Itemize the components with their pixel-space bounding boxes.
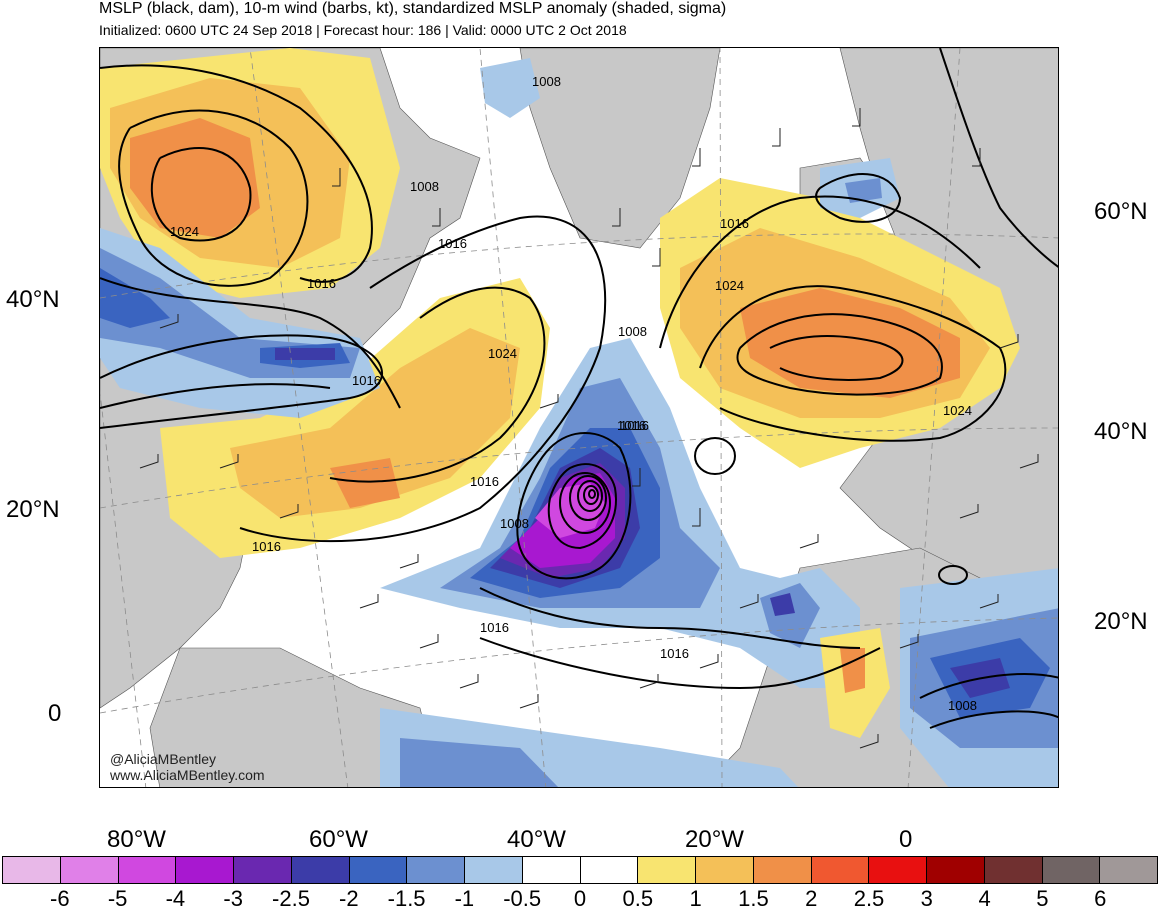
lon-label-80w: 80°W — [107, 826, 166, 853]
colorbar-swatch — [869, 857, 927, 883]
lat-label-right-60n: 60°N — [1094, 198, 1148, 225]
lat-label-left-40n: 40°N — [6, 286, 60, 313]
graticule — [100, 48, 1058, 787]
lat-label-left-0: 0 — [48, 700, 62, 727]
colorbar-tick-label: 1 — [689, 886, 702, 911]
contour-label: 1016 — [620, 418, 649, 433]
contour-label: 1016 — [307, 276, 336, 291]
colorbar-swatch — [3, 857, 61, 883]
contour-label: 1016 — [480, 620, 509, 635]
colorbar-swatch — [118, 857, 177, 883]
colorbar-swatch — [927, 857, 985, 883]
colorbar-swatch — [291, 857, 350, 883]
colorbar-tick-label: 2 — [805, 886, 818, 911]
colorbar-swatch — [811, 857, 870, 883]
colorbar-tick-label: -1 — [454, 886, 475, 911]
colorbar-tick-label: 6 — [1094, 886, 1107, 911]
contour-label: 1008 — [500, 516, 529, 531]
contour-label: 1016 — [470, 474, 499, 489]
colorbar-tick-label: 0 — [573, 886, 587, 911]
contour-label: 1024 — [943, 403, 972, 418]
colorbar-tick-label: -2 — [339, 886, 359, 911]
contour-label: 1016 — [352, 373, 381, 388]
colorbar-swatch — [407, 857, 465, 883]
colorbar-swatch — [753, 857, 812, 883]
contour-label: 1016 — [438, 236, 467, 251]
contour-label: 1016 — [252, 539, 281, 554]
lat-label-right-20n: 20°N — [1094, 608, 1148, 635]
colorbar-tick-label: -0.5 — [503, 886, 542, 911]
contour-labels: 1008 1008 1016 1016 1016 1024 1024 1016 … — [170, 74, 977, 713]
colorbar-tick-label: 4 — [978, 886, 991, 911]
contour-label: 1008 — [948, 698, 977, 713]
map-title: MSLP (black, dam), 10-m wind (barbs, kt)… — [99, 0, 727, 17]
colorbar-tick-label: -2.5 — [272, 886, 310, 911]
colorbar-tick-label: 1.5 — [738, 886, 769, 911]
contour-label: 1008 — [618, 324, 647, 339]
lon-label-60w: 60°W — [309, 826, 368, 853]
colorbar-tick-label: 5 — [1036, 886, 1049, 911]
colorbar-tick-label: -1.5 — [387, 886, 426, 911]
colorbar-tick-label: -3 — [223, 886, 243, 911]
colorbar-swatch — [176, 857, 234, 883]
colorbar-swatch — [522, 857, 581, 883]
colorbar-tick-label: -4 — [165, 886, 186, 911]
contour-label: 1024 — [488, 346, 517, 361]
greenland-land — [519, 48, 721, 249]
colorbar-swatch — [349, 857, 408, 883]
contour-label: 1024 — [170, 224, 199, 239]
colorbar-tick-label: 0.5 — [622, 886, 654, 911]
contour-label: 1016 — [660, 646, 689, 661]
map-subtitle: Initialized: 0600 UTC 24 Sep 2018 | Fore… — [99, 22, 627, 38]
contour-label: 1008 — [410, 179, 439, 194]
colorbar-swatch — [465, 857, 523, 883]
lat-label-left-20n: 20°N — [6, 496, 60, 523]
colorbar-swatch — [234, 857, 292, 883]
colorbar-tick-label: -6 — [50, 886, 70, 911]
colorbar-swatch — [1042, 857, 1101, 883]
colorbar-swatch — [1100, 857, 1157, 883]
colorbar-tick-label: -5 — [107, 886, 128, 911]
colorbar-swatch — [984, 857, 1043, 883]
colorbar-swatch — [60, 857, 119, 883]
anomaly-colorbar — [2, 856, 1158, 884]
contour-label: 1016 — [720, 216, 749, 231]
weather-map: 1008 1008 1016 1016 1016 1024 1024 1016 … — [99, 47, 1059, 788]
credit-website: www.AliciaMBentley.com — [110, 767, 265, 783]
isobars — [100, 48, 1058, 729]
credit-handle: @AliciaMBentley — [110, 751, 217, 767]
lon-label-20w: 20°W — [685, 826, 744, 853]
contour-label: 1016 — [617, 418, 646, 433]
contour-label: 1008 — [532, 74, 561, 89]
colorbar-swatch — [696, 857, 754, 883]
map-canvas: 1008 1008 1016 1016 1016 1024 1024 1016 … — [100, 48, 1058, 787]
lon-label-40w: 40°W — [507, 826, 566, 853]
colorbar-swatch — [580, 857, 639, 883]
colorbar-tick-label: 2.5 — [853, 886, 885, 911]
contour-label: 1024 — [715, 278, 744, 293]
wind-barbs — [139, 108, 1039, 749]
colorbar-swatch — [638, 857, 696, 883]
lon-label-0: 0 — [899, 826, 913, 853]
colorbar-tick-label: 3 — [920, 886, 933, 911]
lat-label-right-40n: 40°N — [1094, 418, 1148, 445]
